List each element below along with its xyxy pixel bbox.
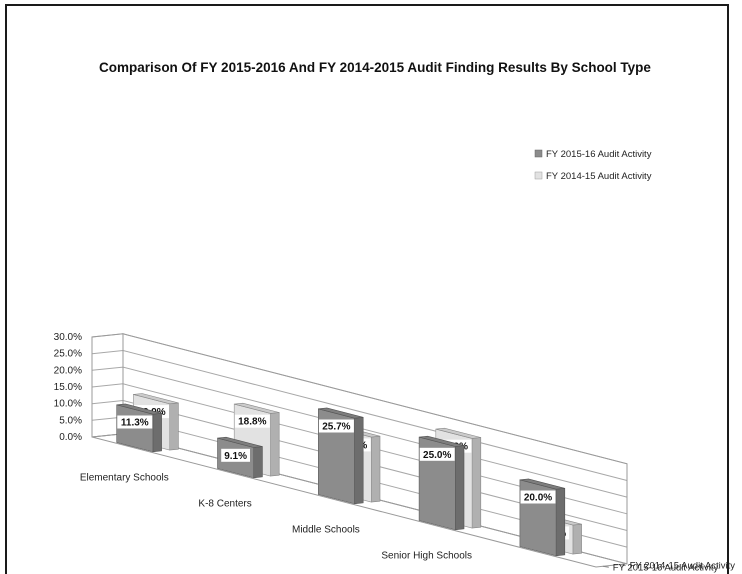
category-label: Middle Schools [292,524,360,535]
data-label: 25.7% [322,422,350,433]
y-tick-label: 30.0% [54,332,82,343]
data-label-box [117,415,153,429]
legend-swatch [534,171,543,180]
y-tick-label: 5.0% [59,415,82,426]
bar-fy2015-16: 20.0% [519,478,566,557]
y-tick-label: 15.0% [54,382,82,393]
legend-entry: FY 2014-15 Audit Activity [546,171,652,182]
category-label: Senior High Schools [381,550,472,561]
y-tick-label: 10.0% [54,399,82,410]
data-label: 20.0% [524,493,552,504]
bar-fy2015-16: 25.7% [317,407,364,505]
data-label-box [221,448,250,462]
bar-fy2015-16: 25.0% [418,435,465,531]
data-label: 9.1% [224,451,247,462]
category-labels: Elementary Schools K-8 Centers Middle Scho… [80,472,472,561]
category-label: K-8 Centers [198,498,251,509]
data-label: 25.0% [423,450,451,461]
y-tick-label: 25.0% [54,349,82,360]
data-label-box [419,447,455,461]
y-tick-label: 20.0% [54,365,82,376]
depth-axis-label: FY 2014-15 Audit Activity [630,561,736,572]
legend-swatch [534,149,543,158]
bars: 13.9%18.8%19.5%26.9%8.7%11.3%9.1%25.7%25… [116,393,582,557]
data-label-box [520,490,556,504]
data-label: 11.3% [121,418,149,429]
legend-entry: FY 2015-16 Audit Activity [546,149,652,160]
legend: FY 2015-16 Audit Activity FY 2014-15 Audi… [534,149,652,182]
y-tick-label: 0.0% [59,432,82,443]
data-label-box [318,419,354,433]
bar-fy2015-16: 11.3% [116,403,162,453]
chart-title: Comparison Of FY 2015-2016 And FY 2014-2… [99,60,651,75]
y-axis-ticks: 0.0% 5.0% 10.0% 15.0% 20.0% 25.0% 30.0% [54,332,82,443]
data-label: 18.8% [238,417,266,428]
depth-axis-label: FY 2015-16 Audit Activity [613,562,719,573]
bar-fy2015-16: 9.1% [217,436,263,479]
data-label-box [234,414,270,428]
floor [91,433,628,568]
category-label: Elementary Schools [80,472,169,483]
